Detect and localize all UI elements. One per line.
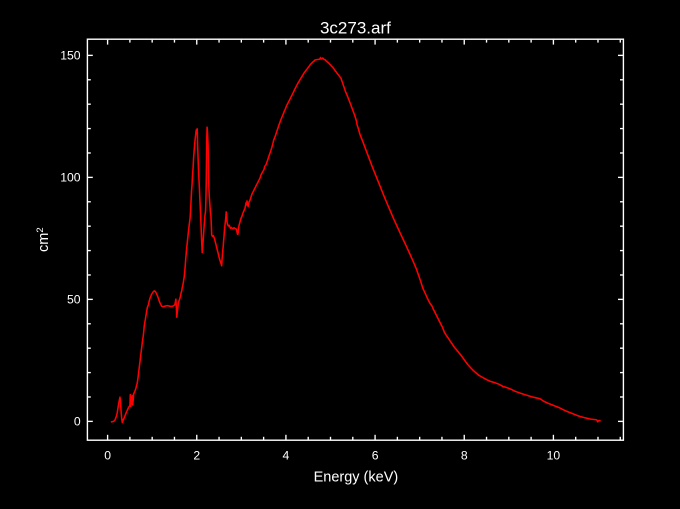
x-tick-label: 10 <box>547 448 561 462</box>
plot-frame <box>86 38 625 441</box>
x-tick-label: 6 <box>372 448 379 462</box>
y-axis-label-unit: cm <box>36 233 52 252</box>
x-tick-label: 2 <box>193 448 200 462</box>
y-axis-label: cm2 <box>35 227 52 252</box>
y-axis-label-exponent: 2 <box>35 227 46 232</box>
y-tick-labels: 0 50 100 150 <box>60 49 81 429</box>
x-tick-labels: 0 2 4 6 8 10 <box>104 448 560 462</box>
x-tick-label: 4 <box>283 448 290 462</box>
x-tick-label: 8 <box>461 448 468 462</box>
y-tick-label: 0 <box>74 415 81 429</box>
axis-ticks <box>87 39 623 440</box>
y-tick-label: 100 <box>60 171 81 185</box>
y-tick-label: 50 <box>67 293 81 307</box>
plot-title: 3c273.arf <box>320 19 391 38</box>
x-axis-label: Energy (keV) <box>314 469 399 485</box>
x-tick-label: 0 <box>104 448 111 462</box>
y-tick-label: 150 <box>60 49 81 63</box>
arf-curve <box>110 56 601 424</box>
